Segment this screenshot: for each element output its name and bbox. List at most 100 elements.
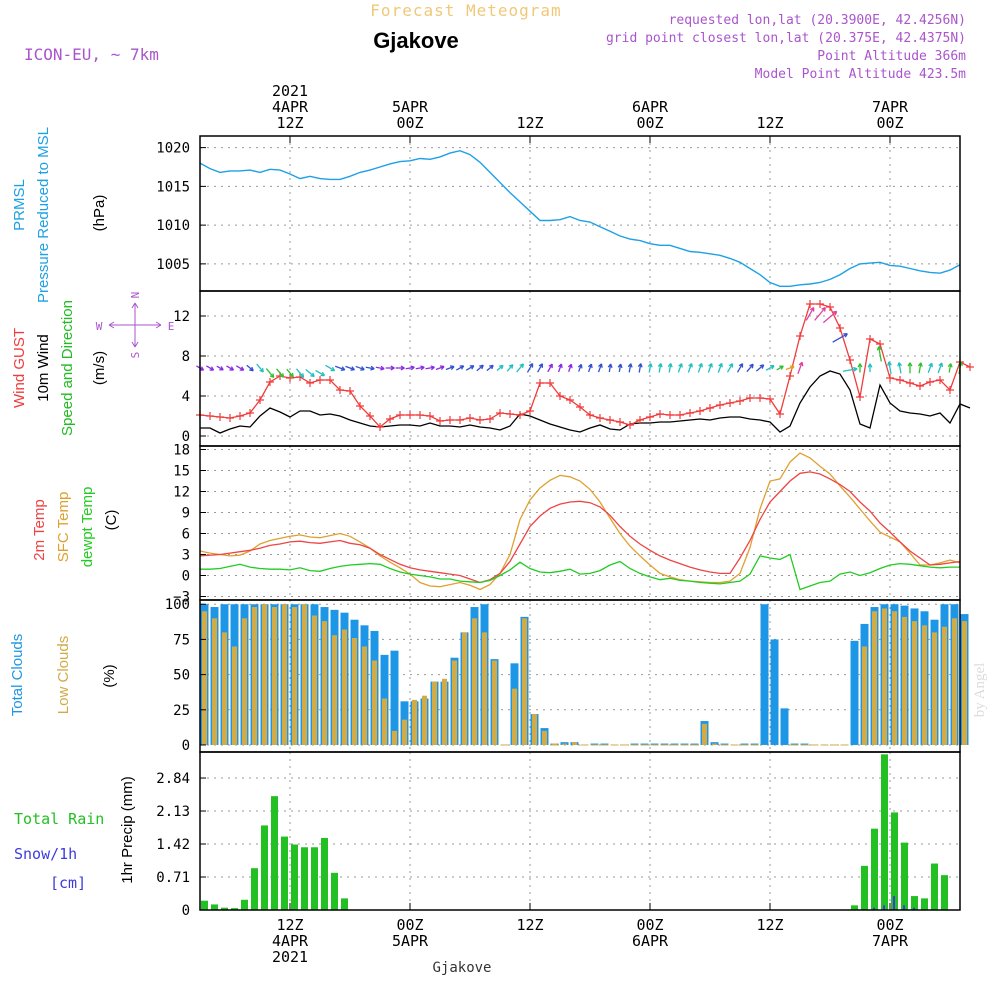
- gust-marker: [606, 416, 614, 424]
- wind-arrow-shaft: [755, 364, 765, 372]
- wind-arrow: [385, 365, 395, 371]
- requested-coords: requested lon,lat (20.3900E, 42.4256N): [669, 13, 966, 28]
- low-cloud-bar: [942, 626, 947, 745]
- wind-label: 10m Wind: [35, 334, 52, 402]
- gust-marker: [466, 414, 474, 422]
- wind-arrow-head: [219, 366, 224, 371]
- wind-arrow-head: [738, 363, 744, 368]
- low-cloud-bar: [552, 743, 557, 745]
- wind-arrow-head: [821, 307, 826, 312]
- wind-arrow: [814, 307, 826, 321]
- low-cloud-label: Low Clouds: [55, 636, 72, 714]
- wind-arrow-head: [843, 333, 848, 338]
- gust-marker: [826, 303, 834, 311]
- wind-arrow-head: [508, 364, 514, 369]
- low-cloud-bar: [572, 742, 577, 745]
- wind-arrow-head: [340, 366, 346, 371]
- gust-marker: [526, 407, 534, 415]
- time-label-bottom: 5APR: [392, 932, 429, 950]
- gust-marker: [256, 396, 264, 404]
- rain-legend: Total Rain: [14, 810, 104, 828]
- gust-marker: [496, 409, 504, 417]
- time-label-bottom: 00Z: [636, 916, 663, 934]
- wind-arrow-shaft: [746, 363, 754, 373]
- wind-arrow-shaft: [898, 362, 902, 374]
- gust-marker: [236, 412, 244, 420]
- time-label-top: 5APR: [392, 98, 429, 116]
- wind-arrow-shaft: [325, 364, 335, 372]
- wind-arrow-shaft: [948, 363, 952, 373]
- time-label-top: 4APR: [272, 98, 309, 116]
- y-tick-label: 50: [173, 668, 190, 684]
- y-tick-label: 12: [173, 309, 190, 325]
- total-cloud-bar: [850, 640, 859, 745]
- wind-arrow-shaft: [435, 365, 445, 371]
- gust-marker: [406, 411, 414, 419]
- wind-arrow-head: [708, 363, 713, 368]
- time-label-top: 6APR: [632, 98, 669, 116]
- wind-arrow: [937, 362, 944, 374]
- footer-station: Gjakove: [432, 960, 491, 976]
- gust-marker: [476, 416, 484, 424]
- wind-arrow-head: [528, 363, 534, 368]
- gust-marker: [856, 393, 864, 401]
- wind-arrow-head: [449, 365, 455, 370]
- rain-bar: [201, 900, 208, 910]
- gust-marker: [216, 413, 224, 421]
- wind-arrow-head: [259, 367, 264, 373]
- gust-marker: [616, 418, 624, 426]
- gust-marker: [866, 335, 874, 343]
- gust-marker: [876, 340, 884, 348]
- snow-unit-legend: [cm]: [50, 874, 86, 892]
- y-tick-label: 75: [173, 632, 190, 648]
- gust-marker: [226, 414, 234, 422]
- time-label-bottom: 4APR: [272, 932, 309, 950]
- wind-arrow-head: [269, 373, 275, 379]
- wind-arrow-head: [538, 363, 544, 368]
- temp-2m-label: 2m Temp: [31, 499, 48, 560]
- y-tick-label: 0: [182, 738, 190, 754]
- total-cloud-label: Total Clouds: [9, 634, 26, 717]
- frame-layer: [199, 135, 961, 911]
- wind-arrow: [276, 368, 285, 378]
- low-cloud-bar: [352, 638, 357, 745]
- gust-marker: [556, 392, 564, 400]
- gust-marker: [756, 394, 764, 402]
- wind-arrow-head: [289, 372, 294, 378]
- low-cloud-bar: [562, 743, 567, 745]
- y-tick-label: 8: [182, 349, 190, 365]
- gust-marker: [816, 300, 824, 308]
- rain-bar: [921, 898, 928, 910]
- sfc-temp-line: [199, 452, 961, 591]
- wind-arrow: [305, 368, 315, 378]
- wind-arrow: [265, 368, 275, 379]
- rain-bar: [221, 907, 228, 910]
- total-cloud-bar: [750, 743, 759, 745]
- rain-bar: [261, 825, 268, 910]
- wind-arrow-head: [759, 364, 765, 369]
- wind-arrow: [776, 365, 784, 371]
- wind-arrow-head: [567, 363, 573, 369]
- low-cloud-bar: [932, 632, 937, 745]
- wind-arrow-head: [769, 365, 775, 370]
- low-cloud-bar: [332, 635, 337, 745]
- y-tick-label: 2.84: [156, 771, 190, 787]
- y-tick-label: 9: [182, 506, 190, 522]
- gust-marker: [356, 402, 364, 410]
- wind-arrow: [435, 365, 445, 371]
- wind-arrow-shaft: [717, 363, 723, 373]
- wind-arrow: [425, 365, 435, 371]
- gust-marker: [436, 417, 444, 425]
- wind-direction-label: Speed and Direction: [59, 300, 76, 436]
- rain-bar: [321, 837, 328, 910]
- wind-arrow: [577, 363, 583, 372]
- wind-arrow-head: [430, 365, 435, 371]
- gust-marker: [736, 397, 744, 405]
- wind-arrow-head: [749, 363, 754, 369]
- low-cloud-bar: [322, 621, 327, 745]
- wind-arrow: [887, 361, 892, 375]
- gust-marker: [906, 379, 914, 387]
- gust-marker: [486, 415, 494, 423]
- low-cloud-bar: [392, 730, 397, 745]
- wind-arrow-shaft: [597, 363, 603, 373]
